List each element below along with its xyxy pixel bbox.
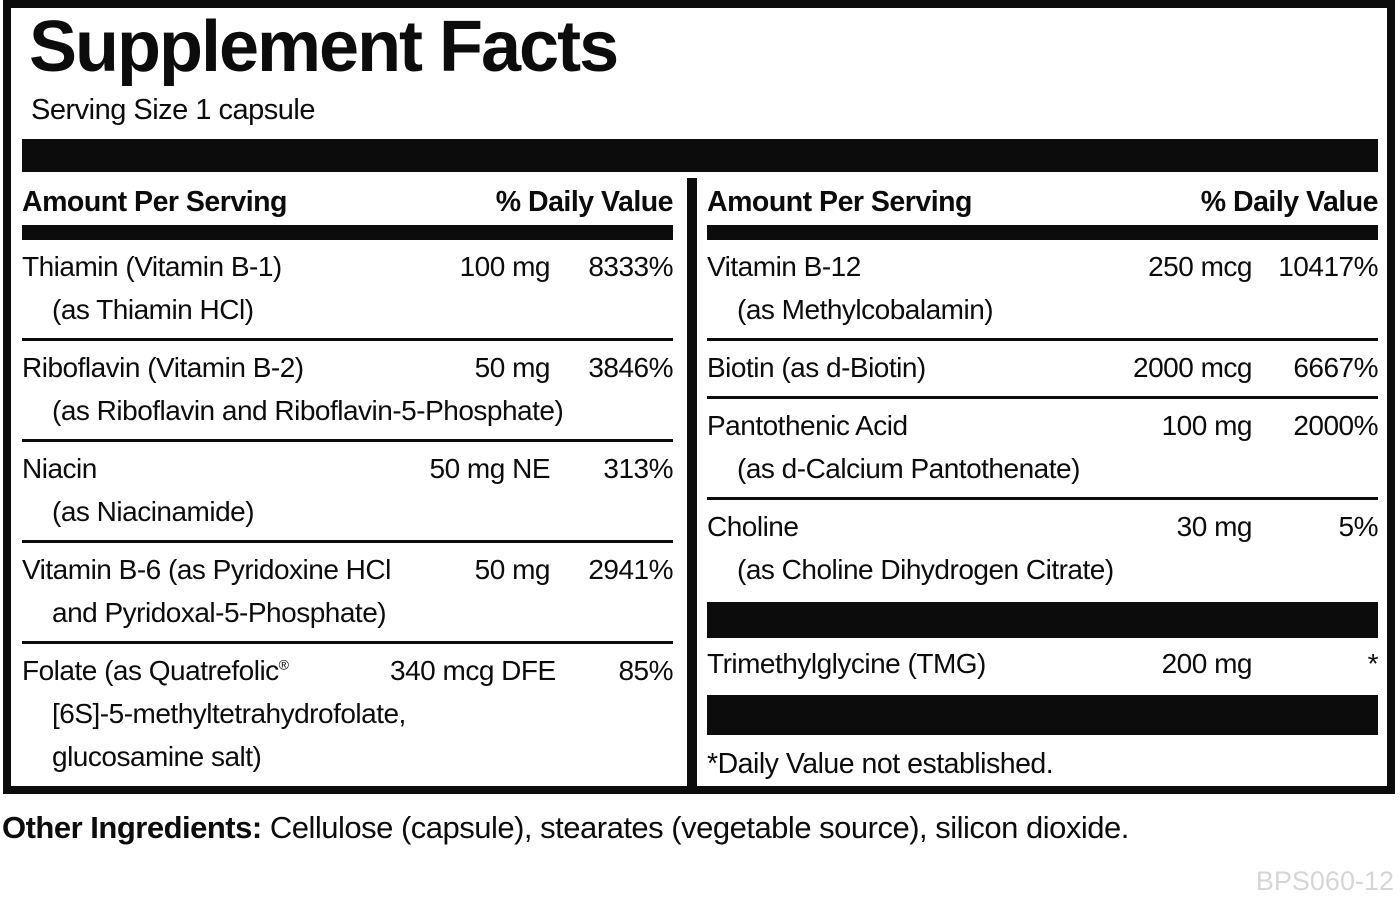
nutrient-row-folate: Folate (as Quatrefolic® 340 mcg DFE 85% …: [22, 644, 674, 785]
amount-per-serving-header: Amount Per Serving: [707, 185, 972, 218]
nutrient-dv: 3846%: [588, 351, 673, 383]
nutrient-amount: 30 mg: [1176, 510, 1253, 542]
nutrient-amount: 50 mg: [474, 553, 551, 585]
nutrient-amount: 340 mcg DFE: [390, 654, 556, 686]
nutrient-amount: 200 mg: [1161, 647, 1253, 679]
nutrient-row-trimethylglycine: Trimethylglycine (TMG) 200 mg *: [707, 638, 1379, 691]
nutrient-row-vitamin-b6: Vitamin B-6 (as Pyridoxine HCl 50 mg 294…: [22, 543, 674, 644]
product-code: BPS060-12: [1255, 866, 1394, 896]
nutrient-columns: Amount Per Serving % Daily Value Thiamin…: [11, 177, 1387, 786]
nutrient-row-thiamin: Thiamin (Vitamin B-1) 100 mg 8333% (as T…: [22, 240, 674, 341]
nutrient-dv: 85%: [618, 654, 673, 686]
other-ingredients-text: Cellulose (capsule), stearates (vegetabl…: [261, 810, 1130, 845]
nutrient-name: Trimethylglycine (TMG): [707, 647, 986, 679]
nutrient-row-pantothenic-acid: Pantothenic Acid 100 mg 2000% (as d-Calc…: [707, 399, 1379, 500]
nutrient-name: Choline: [707, 510, 799, 542]
daily-value-footnote: *Daily Value not established.: [707, 747, 1054, 780]
nutrient-amount: 2000 mcg: [1133, 351, 1252, 383]
other-ingredients-label: Other Ingredients:: [2, 810, 262, 845]
nutrient-dv: 6667%: [1293, 351, 1378, 383]
nutrient-source: [6S]-5-methyltetrahydrofolate,: [52, 697, 406, 729]
nutrient-name: Vitamin B-12: [707, 250, 861, 282]
nutrient-row-niacin: Niacin 50 mg NE 313% (as Niacinamide): [22, 442, 674, 543]
nutrient-name: Folate (as Quatrefolic®: [22, 654, 289, 686]
nutrient-amount: 50 mg: [474, 351, 551, 383]
panel-title: Supplement Facts: [29, 7, 619, 87]
right-column-header: Amount Per Serving % Daily Value: [707, 178, 1379, 225]
nutrient-name: Vitamin B-6 (as Pyridoxine HCl: [22, 553, 391, 585]
nutrient-name: Biotin (as d-Biotin): [707, 351, 926, 383]
nutrient-name: Thiamin (Vitamin B-1): [22, 250, 282, 282]
nutrient-source: (as d-Calcium Pantothenate): [737, 452, 1080, 484]
nutrient-dv: 5%: [1338, 510, 1379, 542]
header-underline-bar: [707, 224, 1378, 240]
nutrient-row-vitamin-b12: Vitamin B-12 250 mcg 10417% (as Methylco…: [707, 240, 1379, 341]
nutrient-dv: 313%: [603, 452, 673, 484]
daily-value-header: % Daily Value: [495, 185, 674, 218]
nutrient-name: Pantothenic Acid: [707, 409, 908, 441]
top-divider-bar: [22, 138, 1378, 172]
nutrient-source: (as Choline Dihydrogen Citrate): [737, 553, 1114, 585]
nutrient-dv: 10417%: [1278, 250, 1378, 282]
nutrient-source: (as Thiamin HCl): [52, 293, 254, 325]
nutrient-dv: 8333%: [588, 250, 673, 282]
nutrient-name: Niacin: [22, 452, 97, 484]
nutrient-row-choline: Choline 30 mg 5% (as Choline Dihydrogen …: [707, 500, 1379, 598]
nutrient-name: Riboflavin (Vitamin B-2): [22, 351, 304, 383]
nutrient-dv: 2000%: [1293, 409, 1378, 441]
nutrient-row-riboflavin: Riboflavin (Vitamin B-2) 50 mg 3846% (as…: [22, 341, 674, 442]
serving-size: Serving Size 1 capsule: [31, 93, 316, 126]
nutrient-source: (as Riboflavin and Riboflavin-5-Phosphat…: [52, 394, 564, 426]
nutrient-dv: 2941%: [588, 553, 673, 585]
nutrient-source: (as Methylcobalamin): [737, 293, 994, 325]
amount-per-serving-header: Amount Per Serving: [22, 185, 287, 218]
nutrient-dv-asterisk: *: [1367, 647, 1379, 679]
nutrient-amount: 100 mg: [1161, 409, 1253, 441]
nutrient-row-biotin: Biotin (as d-Biotin) 2000 mcg 6667%: [707, 341, 1379, 399]
nutrient-source: (as Niacinamide): [52, 495, 255, 527]
nutrient-amount: 250 mcg: [1148, 250, 1252, 282]
supplement-facts-panel: Supplement Facts Serving Size 1 capsule …: [3, 0, 1395, 794]
left-column: Amount Per Serving % Daily Value Thiamin…: [11, 178, 687, 786]
section-divider-bar: [707, 601, 1378, 638]
column-divider: [687, 177, 697, 786]
nutrient-source: and Pyridoxal-5-Phosphate): [52, 596, 387, 628]
nutrient-amount: 50 mg NE: [429, 452, 551, 484]
other-ingredients: Other Ingredients: Cellulose (capsule), …: [2, 806, 1302, 850]
daily-value-header: % Daily Value: [1200, 185, 1379, 218]
nutrient-amount: 100 mg: [459, 250, 551, 282]
section-divider-bar: [707, 694, 1378, 735]
right-column: Amount Per Serving % Daily Value Vitamin…: [697, 178, 1387, 786]
left-column-header: Amount Per Serving % Daily Value: [22, 178, 674, 225]
header-underline-bar: [22, 224, 673, 240]
registered-trademark-symbol: ®: [278, 656, 289, 673]
nutrient-source: glucosamine salt): [52, 740, 262, 772]
